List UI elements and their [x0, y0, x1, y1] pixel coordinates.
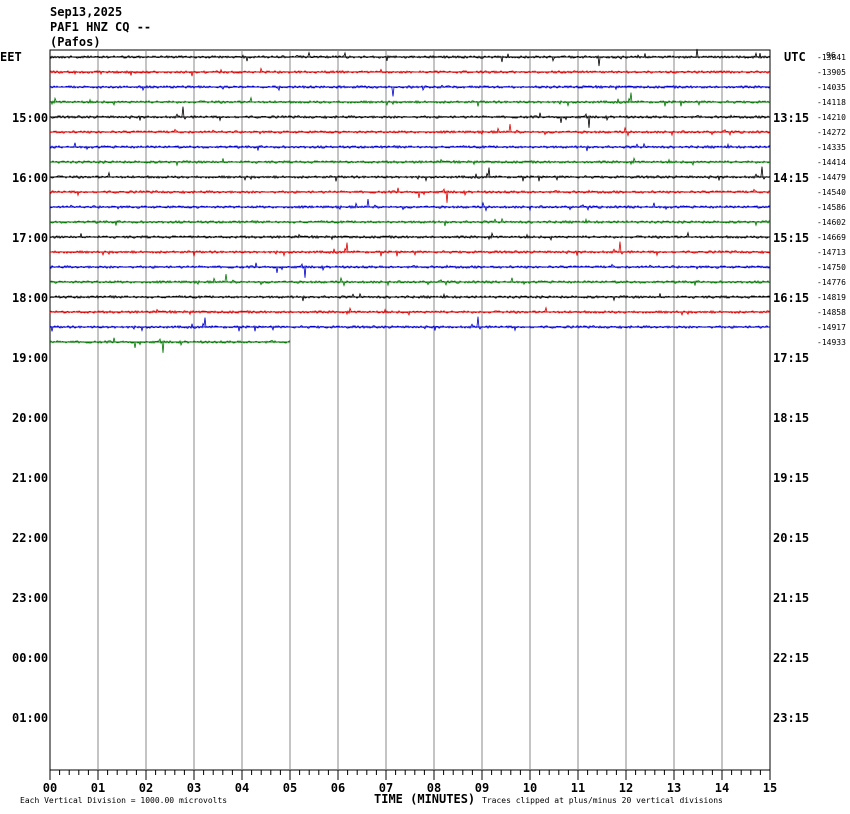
right-tick-label: 21:15	[773, 591, 809, 605]
trace	[49, 84, 771, 97]
trace-offset: -14035	[817, 83, 846, 92]
trace	[49, 337, 291, 353]
plot-frame	[49, 49, 771, 771]
trace	[49, 187, 771, 203]
left-axis-label: EET	[0, 50, 22, 64]
trace	[49, 48, 771, 67]
trace-offset: -14933	[817, 338, 846, 347]
x-tick-label: 02	[139, 781, 153, 795]
trace-offset: -14602	[817, 218, 846, 227]
x-tick-label: 00	[43, 781, 57, 795]
left-tick-label: 01:00	[12, 711, 48, 725]
x-tick-label: 06	[331, 781, 345, 795]
x-tick-label: 04	[235, 781, 249, 795]
trace	[49, 273, 771, 287]
trace	[49, 231, 771, 241]
left-tick-label: 18:00	[12, 291, 48, 305]
x-tick-label: 12	[619, 781, 633, 795]
left-tick-label: 15:00	[12, 111, 48, 125]
trace	[49, 316, 771, 333]
trace	[49, 217, 771, 227]
footer-right: Traces clipped at plus/minus 20 vertical…	[482, 796, 723, 805]
left-tick-label: 17:00	[12, 231, 48, 245]
left-tick-label: 16:00	[12, 171, 48, 185]
location: (Pafos)	[50, 35, 101, 49]
trace-offset: -14210	[817, 113, 846, 122]
right-axis-label: UTC	[784, 50, 806, 64]
right-tick-label: 20:15	[773, 531, 809, 545]
x-tick-label: 09	[475, 781, 489, 795]
x-axis-label: TIME (MINUTES)	[374, 792, 475, 806]
trace	[49, 66, 771, 77]
left-tick-label: 00:00	[12, 651, 48, 665]
trace	[49, 166, 771, 183]
trace	[49, 306, 771, 316]
right-tick-label: 23:15	[773, 711, 809, 725]
x-tick-label: 11	[571, 781, 585, 795]
left-tick-label: 21:00	[12, 471, 48, 485]
trace	[49, 106, 771, 128]
trace-offset: -14917	[817, 323, 846, 332]
trace	[49, 156, 770, 167]
trace	[49, 142, 771, 152]
trace-offset: -13841	[817, 53, 846, 62]
right-tick-label: 13:15	[773, 111, 809, 125]
trace-offset: -14669	[817, 233, 846, 242]
trace-offset: -14272	[817, 128, 846, 137]
right-tick-label: 14:15	[773, 171, 809, 185]
x-tick-label: 03	[187, 781, 201, 795]
right-tick-label: 16:15	[773, 291, 809, 305]
x-tick-label: 14	[715, 781, 729, 795]
trace	[49, 92, 771, 108]
trace	[49, 241, 771, 258]
right-tick-label: 19:15	[773, 471, 809, 485]
x-tick-label: 13	[667, 781, 681, 795]
trace-offset: -14414	[817, 158, 846, 167]
trace	[49, 262, 771, 278]
x-tick-label: 15	[763, 781, 777, 795]
right-tick-label: 18:15	[773, 411, 809, 425]
x-tick-label: 01	[91, 781, 105, 795]
trace-offset: -14819	[817, 293, 846, 302]
trace-offset: -14479	[817, 173, 846, 182]
trace-offset: -14750	[817, 263, 846, 272]
left-tick-label: 20:00	[12, 411, 48, 425]
x-tick-label: 07	[379, 781, 393, 795]
right-tick-label: 22:15	[773, 651, 809, 665]
trace-offset: -14586	[817, 203, 846, 212]
trace	[49, 123, 771, 137]
left-tick-label: 19:00	[12, 351, 48, 365]
date: Sep13,2025	[50, 5, 122, 19]
trace-offset: -13905	[817, 68, 846, 77]
trace-offset: -14335	[817, 143, 846, 152]
x-tick-label: 05	[283, 781, 297, 795]
station: PAF1 HNZ CQ --	[50, 20, 151, 34]
right-tick-label: 15:15	[773, 231, 809, 245]
trace-offset: -14713	[817, 248, 846, 257]
right-tick-label: 17:15	[773, 351, 809, 365]
trace-offset: -14118	[817, 98, 846, 107]
x-tick-label: 08	[427, 781, 441, 795]
footer-left: Each Vertical Division = 1000.00 microvo…	[20, 796, 227, 805]
x-tick-label: 10	[523, 781, 537, 795]
trace-offset: -14858	[817, 308, 846, 317]
left-tick-label: 22:00	[12, 531, 48, 545]
top-note: 96	[826, 51, 836, 60]
left-tick-label: 23:00	[12, 591, 48, 605]
trace-offset: -14540	[817, 188, 846, 197]
trace	[49, 198, 771, 212]
trace	[49, 292, 771, 302]
trace-offset: -14776	[817, 278, 846, 287]
